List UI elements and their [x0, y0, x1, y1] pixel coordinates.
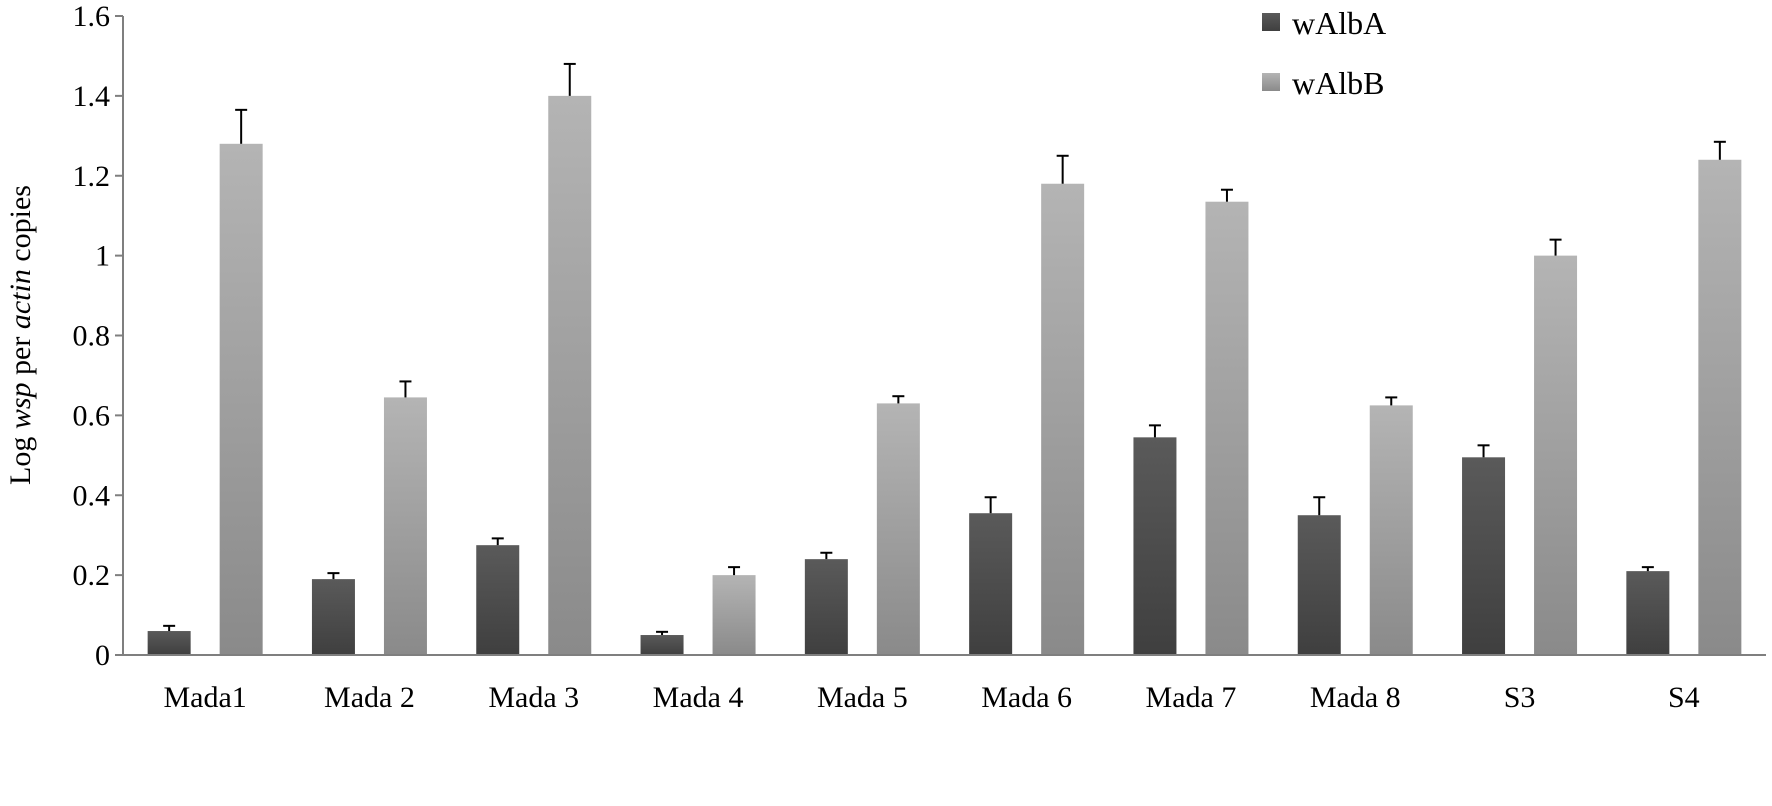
bar-wAlbB-8: [1534, 255, 1578, 655]
bar-wAlbB-4: [876, 403, 920, 655]
y-tick-label: 1.6: [73, 0, 111, 33]
y-tick-label: 0.6: [73, 399, 111, 432]
bar-wAlbA-0: [147, 631, 191, 655]
x-tick-label: Mada1: [163, 681, 246, 714]
x-tick-label: Mada 3: [488, 681, 579, 714]
legend-label-wAlbB: wAlbB: [1292, 65, 1384, 101]
bar-wAlbB-5: [1041, 183, 1085, 656]
legend-label-wAlbA: wAlbA: [1292, 5, 1386, 41]
bar-wAlbA-9: [1626, 571, 1670, 655]
bar-wAlbA-2: [476, 545, 520, 655]
legend-swatch-wAlbA: [1262, 13, 1280, 31]
x-tick-label: Mada 5: [817, 681, 908, 714]
y-tick-label: 1.4: [73, 80, 111, 113]
bars: [147, 95, 1742, 656]
x-axis-labels: Mada1 Mada 2 Mada 3 Mada 4 Mada 5 Mada 6 Mada …: [163, 681, 1699, 714]
bar-wAlbA-8: [1462, 457, 1506, 655]
y-tick-label: 0: [95, 639, 110, 672]
y-axis-ticks: 0 0.2 0.4 0.6 0.8 1 1.2 1.4 1.6: [73, 0, 123, 672]
bar-wAlbB-0: [219, 143, 263, 656]
x-tick-label: S4: [1668, 681, 1700, 714]
bar-wAlbA-1: [311, 579, 355, 655]
bar-wAlbA-3: [640, 635, 684, 655]
bar-wAlbA-6: [1133, 437, 1177, 655]
legend-swatch-wAlbB: [1262, 73, 1280, 91]
bar-wAlbB-3: [712, 575, 756, 655]
bar-wAlbB-6: [1205, 201, 1249, 655]
bar-wAlbA-7: [1297, 515, 1341, 655]
y-tick-label: 0.8: [73, 320, 111, 353]
error-bars: [163, 62, 1726, 636]
bar-wAlbB-1: [383, 397, 427, 655]
bar-wAlbA-5: [969, 513, 1013, 655]
x-tick-label: Mada 8: [1310, 681, 1401, 714]
x-tick-label: Mada 4: [653, 681, 744, 714]
x-tick-label: S3: [1504, 681, 1536, 714]
bar-wAlbB-9: [1698, 159, 1742, 655]
bar-wAlbA-4: [804, 559, 848, 655]
bar-wAlbB-7: [1369, 405, 1413, 655]
y-tick-label: 0.2: [73, 559, 111, 592]
legend: wAlbA wAlbB: [1262, 5, 1386, 101]
x-tick-label: Mada 6: [981, 681, 1072, 714]
bar-wAlbB-2: [548, 95, 592, 655]
y-tick-label: 1.2: [73, 160, 111, 193]
y-tick-label: 1: [95, 240, 110, 273]
y-tick-label: 0.4: [73, 479, 111, 512]
x-tick-label: Mada 2: [324, 681, 415, 714]
y-axis-label: Log wsp per actin copies: [4, 185, 37, 485]
x-tick-label: Mada 7: [1146, 681, 1237, 714]
